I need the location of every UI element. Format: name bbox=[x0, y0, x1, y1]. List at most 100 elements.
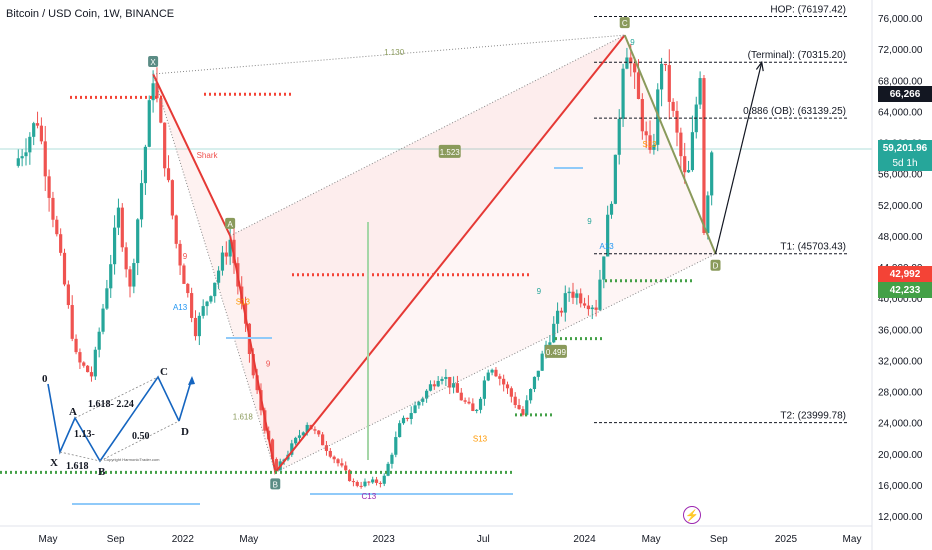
candle-body bbox=[86, 365, 90, 373]
candle-body bbox=[120, 207, 124, 248]
diagram-ratio-line bbox=[59, 451, 101, 462]
indicator-label: C13 bbox=[361, 492, 376, 501]
candle-body bbox=[205, 301, 209, 307]
candle-body bbox=[552, 323, 556, 343]
candle-body bbox=[494, 369, 498, 377]
diagram-label: X bbox=[50, 457, 58, 469]
candle-body bbox=[251, 354, 255, 376]
diagram-caption: Copyright HarmonicTrader.com bbox=[104, 457, 160, 462]
x-tick-label: 2022 bbox=[172, 534, 195, 545]
x-tick-label: Sep bbox=[107, 534, 125, 545]
candle-body bbox=[663, 63, 668, 66]
candle-body bbox=[147, 100, 151, 147]
candle-body bbox=[609, 203, 614, 215]
candle-body bbox=[20, 156, 24, 159]
candle-body bbox=[652, 144, 656, 150]
candle-body bbox=[467, 401, 471, 404]
candle-body bbox=[706, 195, 710, 234]
pattern-point-label: B bbox=[273, 480, 278, 489]
y-tick-label: 76,000.00 bbox=[878, 14, 923, 25]
candle-body bbox=[478, 398, 483, 410]
y-tick-label: 28,000.00 bbox=[878, 388, 923, 399]
x-tick-label: May bbox=[843, 534, 862, 545]
candle-body bbox=[163, 122, 167, 169]
diagram-label: 1.618- 2.24 bbox=[88, 399, 134, 410]
diagram-label: B bbox=[98, 466, 106, 478]
candle-body bbox=[555, 310, 560, 324]
candle-body bbox=[24, 152, 28, 157]
candle-body bbox=[459, 392, 463, 401]
candle-body bbox=[313, 429, 317, 431]
candle-body bbox=[359, 485, 363, 487]
candle-body bbox=[405, 417, 409, 419]
candle-body bbox=[582, 303, 587, 306]
candle-body bbox=[109, 264, 113, 289]
candle-body bbox=[190, 293, 194, 318]
candle-body bbox=[336, 459, 340, 464]
diagram-path bbox=[47, 375, 180, 463]
candle-body bbox=[502, 378, 506, 385]
pattern-point-badge bbox=[619, 17, 630, 29]
candle-body bbox=[636, 72, 641, 100]
ratio-line-bd bbox=[275, 253, 716, 473]
ratio-label: 1.618 bbox=[233, 412, 254, 421]
y-tick-label: 32,000.00 bbox=[878, 356, 923, 367]
candle-body bbox=[679, 132, 683, 157]
level-label: (Terminal): (70315.20) bbox=[748, 50, 846, 61]
last-price-badge: 59,201.96 bbox=[878, 140, 932, 156]
diagram-label: 0.50 bbox=[132, 431, 150, 442]
candle-body bbox=[686, 170, 691, 173]
ratio-label: 1.130 bbox=[384, 48, 405, 57]
y-tick-label: 72,000.00 bbox=[878, 45, 923, 56]
projection-arrowhead bbox=[755, 60, 764, 72]
candle-body bbox=[571, 291, 575, 298]
candle-body bbox=[586, 305, 591, 310]
harmonic-diagram: 0 X A B C D 1.618- 2.24 1.13- 1.618 0.50 Copyright… bbox=[42, 366, 195, 478]
candle-body bbox=[659, 63, 664, 90]
candle-body bbox=[274, 459, 278, 471]
candle-body bbox=[440, 378, 444, 381]
y-tick-label: 52,000.00 bbox=[878, 201, 923, 212]
y-tick-label: 20,000.00 bbox=[878, 450, 923, 461]
ratio-badge bbox=[438, 144, 461, 158]
pattern-point-badge bbox=[225, 217, 236, 229]
candle-body bbox=[101, 308, 105, 332]
candle-body bbox=[513, 396, 517, 406]
diagram-ratio-line bbox=[74, 376, 159, 419]
x-tick-label: Sep bbox=[710, 534, 728, 545]
candle-body bbox=[382, 475, 386, 484]
candle-body bbox=[216, 270, 221, 283]
lightning-icon[interactable]: ⚡ bbox=[683, 506, 701, 524]
candle-body bbox=[579, 293, 583, 304]
candle-body bbox=[505, 384, 510, 389]
candle-body bbox=[74, 338, 78, 353]
candle-body bbox=[675, 110, 679, 133]
candle-body bbox=[182, 265, 186, 284]
candle-body bbox=[421, 398, 425, 402]
indicator-label: S13 bbox=[642, 140, 657, 149]
candle-body bbox=[62, 252, 67, 285]
candle-body bbox=[59, 234, 63, 253]
level-label: HOP: (76197.42) bbox=[770, 4, 846, 15]
candle-body bbox=[413, 405, 417, 414]
candle-body bbox=[136, 219, 140, 264]
candle-body bbox=[228, 239, 232, 257]
diagram-label: 1.13- bbox=[74, 429, 95, 440]
candle-body bbox=[567, 291, 571, 294]
candle-body bbox=[436, 380, 440, 387]
level-label: T2: (23999.78) bbox=[780, 411, 846, 422]
candle-body bbox=[317, 430, 321, 435]
red-level-badge: 42,992 bbox=[878, 266, 932, 282]
candle-body bbox=[509, 388, 513, 397]
candle-body bbox=[89, 372, 94, 377]
candle-body bbox=[617, 118, 621, 155]
indicator-label: S13 bbox=[473, 434, 488, 443]
candle-body bbox=[255, 375, 259, 391]
candle-body bbox=[417, 401, 421, 406]
candle-body bbox=[625, 57, 629, 69]
x-tick-label: May bbox=[239, 534, 258, 545]
ratio-label: 0.499 bbox=[546, 348, 567, 357]
diagram-extension bbox=[178, 377, 193, 422]
countdown-badge: 5d 1h bbox=[878, 155, 932, 171]
